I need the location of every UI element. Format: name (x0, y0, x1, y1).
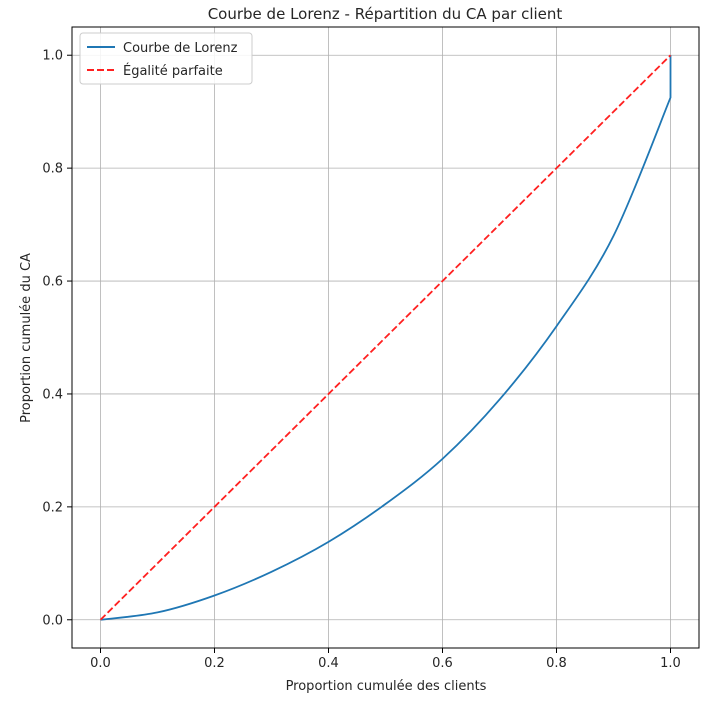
legend-box (79, 32, 253, 85)
lorenz-curve (100, 55, 672, 621)
y-tick-label: 0.2 (42, 500, 63, 515)
x-tick-label: 0.6 (432, 656, 453, 671)
x-tick-label: 0.4 (318, 656, 339, 671)
y-axis-label: Proportion cumulée du CA (19, 253, 34, 423)
x-tick-label: 0.0 (90, 656, 111, 671)
x-tick-label: 0.2 (204, 656, 225, 671)
axes-frame (71, 26, 700, 649)
y-tick-label: 0.0 (42, 613, 63, 628)
equality-line (99, 54, 672, 621)
y-tick-label: 1.0 (42, 49, 63, 64)
plot-series (99, 54, 672, 621)
legend-label-equality: Égalité parfaite (123, 63, 223, 79)
x-tick-label: 0.8 (546, 656, 567, 671)
x-tick-label: 1.0 (660, 656, 681, 671)
chart-title: Courbe de Lorenz - Répartition du CA par… (208, 5, 563, 23)
y-tick-label: 0.8 (42, 162, 63, 177)
legend-label-lorenz: Courbe de Lorenz (123, 41, 238, 56)
y-tick-label: 0.6 (42, 275, 63, 290)
legend: Courbe de Lorenz Égalité parfaite (79, 32, 253, 85)
axis-ticks: 0.0 0.2 0.4 0.6 0.8 1.0 0.0 0.2 0.4 0.6 0.8 1.0 (42, 49, 681, 671)
x-axis-label: Proportion cumulée des clients (286, 679, 487, 694)
y-tick-label: 0.4 (42, 387, 63, 402)
